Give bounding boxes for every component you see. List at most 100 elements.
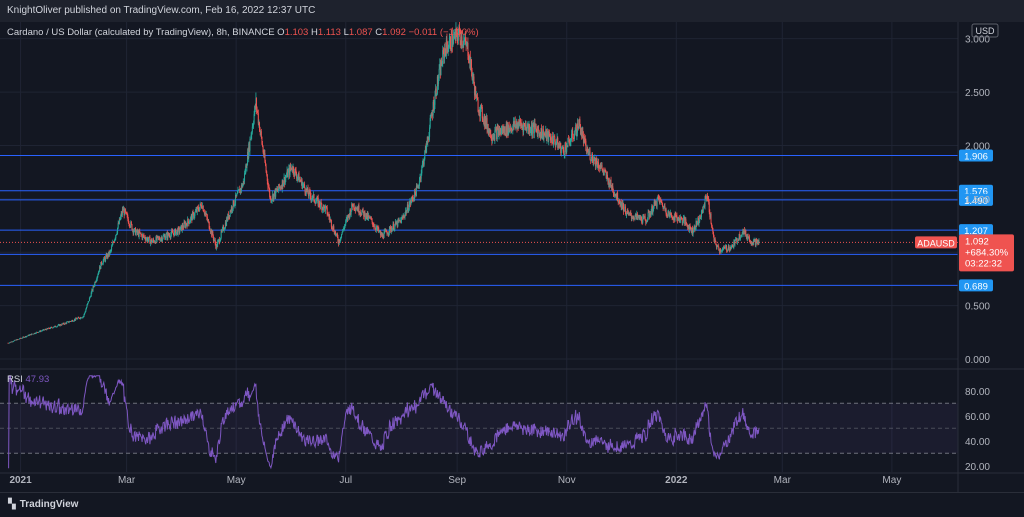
bear-candle-body: [51, 327, 53, 329]
bear-candle-body: [612, 192, 614, 194]
bear-candle-body: [266, 171, 268, 175]
bear-candle-body: [265, 165, 267, 172]
bear-candle-body: [694, 225, 696, 230]
bull-candle-body: [35, 332, 37, 334]
bull-candle-body: [285, 177, 287, 179]
bear-candle-body: [554, 136, 556, 142]
bear-candle-body: [149, 236, 151, 244]
bear-candle-body: [148, 236, 150, 238]
bear-candle-body: [362, 208, 364, 212]
bull-candle-body: [748, 236, 750, 239]
bull-candle-body: [90, 292, 92, 297]
rsi-pane[interactable]: 80.00 60.00 40.00 20.00 RSI 47.93: [0, 374, 990, 473]
bull-candle-body: [551, 136, 553, 142]
bear-candle-body: [585, 140, 587, 151]
bull-candle-body: [357, 205, 359, 212]
bull-candle-body: [27, 334, 29, 336]
rsi-tick-label: 60.00: [965, 412, 990, 423]
bull-candle-body: [692, 232, 694, 235]
bull-candle-body: [548, 131, 550, 141]
bull-candle-body: [480, 105, 482, 107]
bear-candle-body: [39, 330, 41, 332]
bull-candle-body: [546, 132, 548, 139]
tradingview-logo[interactable]: ▚ TradingView: [8, 499, 78, 510]
bear-candle-body: [723, 246, 725, 248]
bull-candle-body: [412, 198, 414, 200]
bull-candle-body: [81, 317, 83, 319]
bear-candle-body: [296, 174, 298, 179]
bear-candle-body: [275, 188, 277, 191]
bull-candle-body: [88, 297, 90, 301]
bear-candle-body: [208, 221, 210, 229]
publisher-bar: KnightOliver published on TradingView.co…: [0, 0, 1024, 22]
bull-candle-body: [41, 330, 43, 332]
bull-candle-body: [321, 207, 323, 211]
bear-candle-body: [369, 216, 371, 219]
bull-candle-body: [628, 212, 630, 214]
bull-candle-body: [706, 195, 708, 199]
bear-candle-body: [248, 143, 250, 151]
bear-candle-body: [382, 234, 384, 238]
bull-candle-body: [325, 206, 327, 207]
bear-candle-body: [281, 186, 283, 189]
bull-candle-body: [434, 94, 436, 105]
bull-candle-body: [736, 241, 738, 243]
bull-candle-body: [163, 235, 165, 237]
time-axis[interactable]: 2021 Mar May Jul Sep Nov 2022 Mar May: [9, 475, 901, 486]
bull-candle-body: [472, 77, 474, 79]
bull-candle-body: [114, 238, 116, 240]
bear-candle-body: [414, 189, 416, 193]
bull-candle-body: [462, 44, 464, 46]
bull-candle-body: [741, 234, 743, 236]
bull-candle-body: [682, 217, 684, 222]
price-change-text: +684.30%: [965, 247, 1009, 258]
bull-candle-body: [105, 256, 107, 261]
bear-candle-body: [525, 125, 527, 129]
bull-candle-body: [381, 234, 383, 237]
bear-candle-body: [226, 218, 228, 221]
bear-candle-body: [294, 168, 296, 171]
bull-candle-body: [87, 303, 89, 305]
bull-candle-body: [704, 196, 706, 207]
bear-candle-body: [513, 121, 515, 127]
bear-candle-body: [516, 122, 518, 129]
bear-candle-body: [457, 37, 459, 41]
bear-candle-body: [61, 323, 63, 325]
bear-candle-body: [756, 239, 758, 240]
bear-candle-body: [25, 336, 27, 337]
bull-candle-body: [179, 226, 181, 231]
bear-candle-body: [351, 203, 353, 207]
bull-candle-body: [99, 266, 101, 272]
bull-candle-body: [250, 134, 252, 140]
bull-candle-body: [297, 176, 299, 178]
bear-candle-body: [63, 323, 65, 325]
bear-candle-body: [303, 183, 305, 188]
bear-candle-body: [132, 229, 134, 234]
level-price-tag: [959, 193, 993, 206]
bear-candle-body: [354, 208, 356, 211]
bear-candle-body: [754, 239, 756, 240]
bear-candle-body: [559, 145, 561, 147]
bear-candle-body: [379, 231, 381, 236]
currency-label: USD: [975, 26, 995, 36]
bear-candle-body: [749, 240, 751, 242]
bull-candle-body: [76, 318, 78, 320]
bear-candle-body: [395, 221, 397, 225]
bear-candle-body: [45, 329, 47, 330]
bull-candle-body: [547, 131, 549, 133]
bull-candle-body: [737, 239, 739, 242]
bull-candle-body: [345, 220, 347, 225]
bear-candle-body: [435, 88, 437, 96]
bull-candle-body: [241, 184, 243, 191]
bear-candle-body: [582, 131, 584, 136]
bear-candle-body: [685, 219, 687, 223]
bull-candle-body: [279, 187, 281, 188]
bull-candle-body: [567, 137, 569, 147]
bull-candle-body: [387, 233, 389, 235]
bull-candle-body: [356, 208, 358, 210]
bear-candle-body: [446, 39, 448, 47]
bull-candle-body: [632, 217, 634, 219]
